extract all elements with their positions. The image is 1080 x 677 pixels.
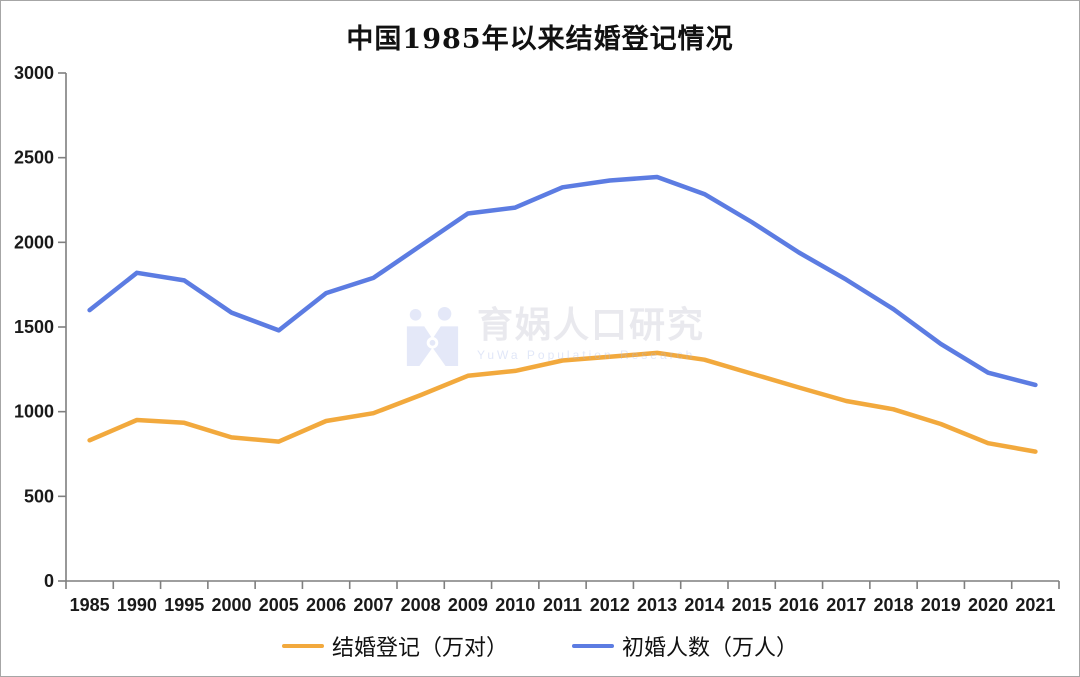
legend-label-marriage-registrations: 结婚登记（万对）: [331, 636, 508, 661]
x-tick-label: 2007: [353, 595, 393, 615]
x-tick-label: 2015: [732, 595, 772, 615]
x-tick-label: 2009: [448, 595, 488, 615]
x-tick-label: 2014: [684, 595, 724, 615]
y-tick-label: 500: [24, 486, 54, 506]
legend: 结婚登记（万对） 初婚人数（万人）: [1, 630, 1079, 662]
series-line-marriage-registrations: [87, 350, 1038, 454]
legend-swatch-orange: [281, 644, 324, 648]
legend-label-first-marriages: 初婚人数（万人）: [622, 636, 799, 661]
x-tick-label: 2008: [401, 595, 441, 615]
y-tick-label: 3000: [14, 63, 54, 83]
x-tick-label: 2018: [873, 595, 913, 615]
x-tick-label: 2000: [211, 595, 251, 615]
y-tick-label: 0: [44, 571, 54, 591]
y-tick-label: 1000: [14, 402, 54, 422]
x-tick-label: 2019: [921, 595, 961, 615]
x-tick-label: 2012: [590, 595, 630, 615]
x-tick-label: 2021: [1015, 595, 1055, 615]
legend-item-marriage-registrations: 结婚登记（万对）: [281, 630, 508, 662]
y-tick-label: 2000: [14, 232, 54, 252]
x-tick-label: 2010: [495, 595, 535, 615]
x-tick-label: 2016: [779, 595, 819, 615]
x-tick-label: 1985: [70, 595, 110, 615]
x-tick-label: 2006: [306, 595, 346, 615]
x-tick-label: 2013: [637, 595, 677, 615]
x-tick-label: 1995: [164, 595, 204, 615]
x-tick-label: 2017: [826, 595, 866, 615]
series-line-first-marriages: [87, 174, 1038, 388]
x-tick-label: 2011: [543, 595, 582, 615]
x-tick-label: 1990: [117, 595, 157, 615]
chart-title: 中国1985年以来结婚登记情况: [346, 24, 734, 55]
y-tick-label: 1500: [14, 317, 54, 337]
legend-item-first-marriages: 初婚人数（万人）: [572, 630, 798, 662]
y-tick-label: 2500: [14, 148, 54, 168]
legend-swatch-blue: [572, 644, 614, 648]
x-tick-label: 2005: [259, 595, 299, 615]
x-tick-label: 2020: [968, 595, 1008, 615]
